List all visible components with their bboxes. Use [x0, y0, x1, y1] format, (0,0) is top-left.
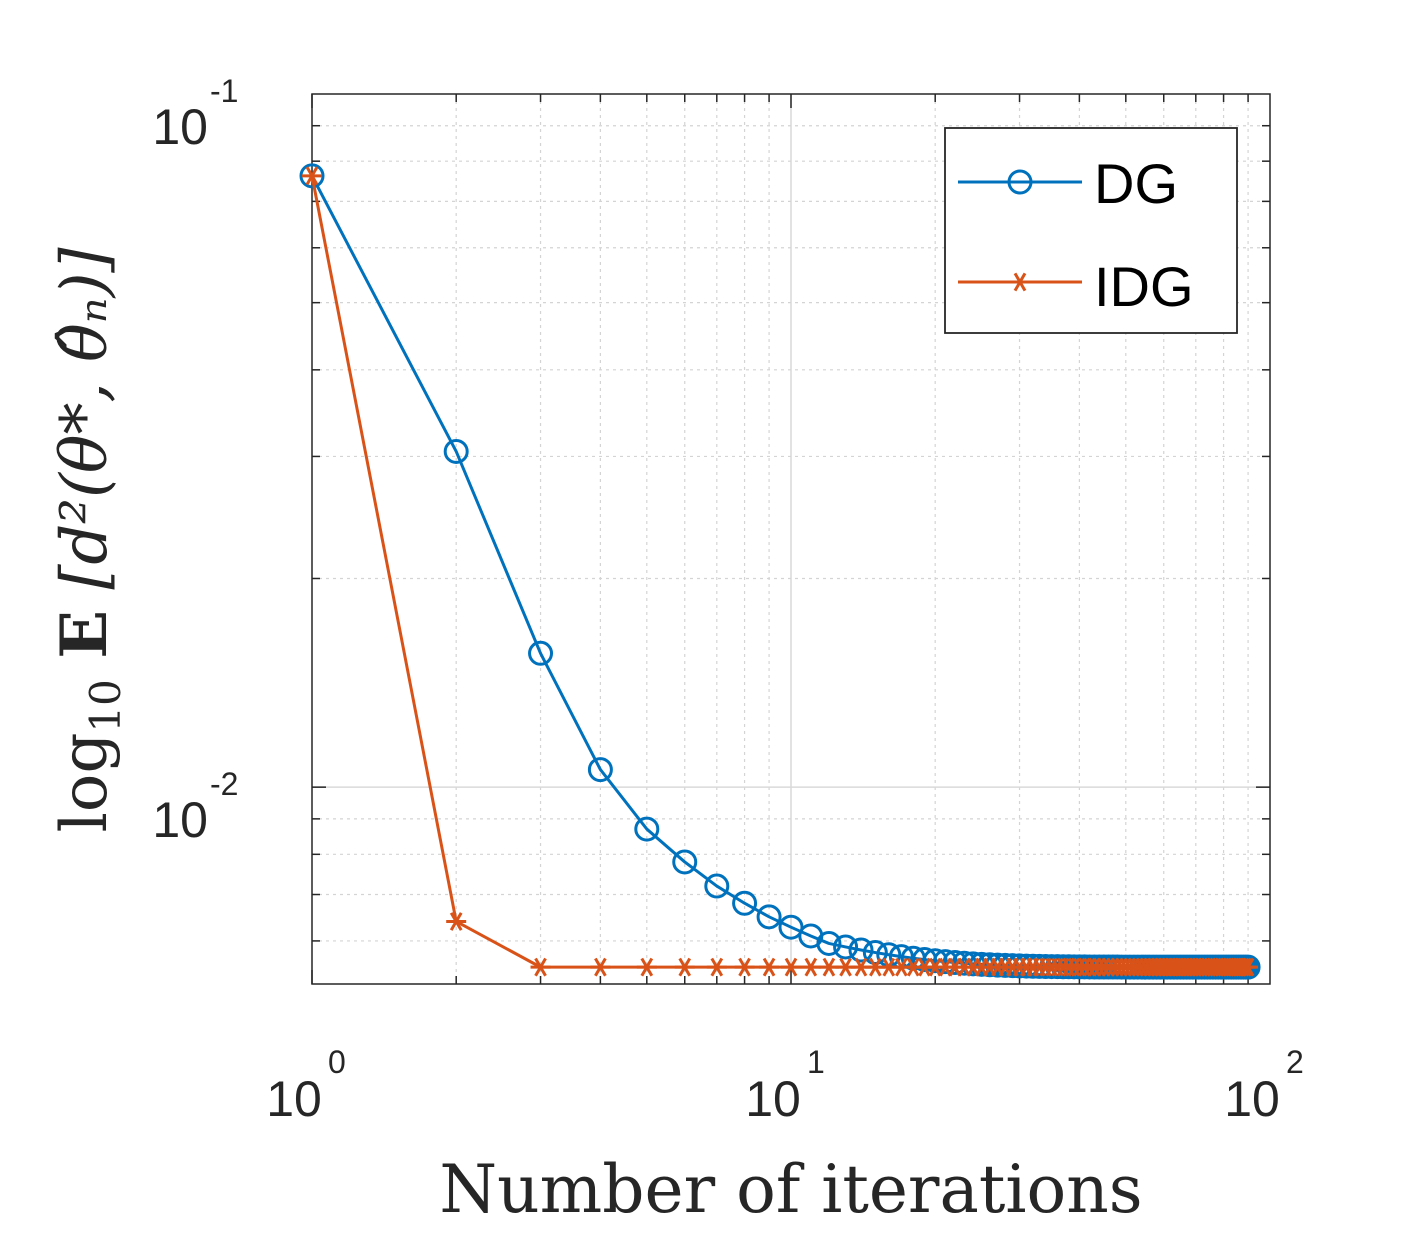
y-axis-expression: [d²(θ*, θ̂ₙ)] — [48, 246, 122, 589]
legend: DG IDG — [944, 127, 1238, 334]
data-point-idg — [636, 957, 657, 977]
legend-marker-idg — [1010, 272, 1030, 292]
data-point-idg — [590, 957, 611, 977]
data-point-dg — [848, 937, 874, 963]
data-point-dg — [299, 163, 325, 189]
y-axis-log-prefix: log — [48, 733, 122, 833]
data-point-dg — [634, 816, 660, 842]
data-point-dg — [732, 890, 758, 916]
data-point-idg — [734, 957, 755, 977]
x-tick-exponent: 1 — [807, 1044, 825, 1080]
x-tick-exponent: 2 — [1286, 1044, 1304, 1080]
x-tick-exponent: 0 — [328, 1044, 346, 1080]
y-axis-log-subscript: 10 — [81, 679, 130, 732]
y-tick-labels: 10-210-1 — [152, 73, 238, 848]
data-point-dg — [443, 438, 469, 464]
y-tick-label: 10 — [152, 99, 208, 155]
data-point-dg — [587, 757, 613, 783]
data-point-idg — [674, 957, 695, 977]
data-point-idg — [800, 957, 821, 977]
data-point-dg — [932, 949, 958, 975]
y-tick-exponent: -2 — [210, 766, 238, 802]
legend-label-idg: IDG — [1094, 255, 1194, 318]
data-point-dg — [922, 948, 948, 974]
legend-box — [944, 127, 1238, 334]
y-tick-exponent: -1 — [210, 73, 238, 109]
legend-star-glyph — [1010, 272, 1030, 292]
y-axis-title: log10 E [d²(θ*, θ̂ₙ)] — [47, 246, 130, 832]
data-point-dg — [833, 934, 859, 960]
data-point-dg — [756, 904, 782, 930]
data-point-idg — [759, 957, 780, 977]
legend-marker-dg — [1007, 169, 1033, 195]
data-point-idg — [530, 957, 551, 977]
x-axis-title: Number of iterations — [439, 1151, 1142, 1228]
legend-label-dg: DG — [1094, 152, 1178, 215]
x-tick-label: 10 — [266, 1071, 322, 1127]
data-point-idg — [1238, 957, 1259, 977]
data-point-idg — [706, 957, 727, 977]
series-layer — [299, 163, 1261, 980]
data-point-idg — [781, 957, 801, 977]
data-point-dg — [704, 873, 730, 899]
y-axis-expectation: E — [47, 610, 122, 659]
data-point-dg — [672, 849, 698, 875]
x-tick-label: 10 — [1224, 1071, 1280, 1127]
data-point-dg — [816, 930, 842, 956]
series-markers-idg — [302, 166, 1259, 977]
y-tick-label: 10 — [152, 792, 208, 848]
axis-ticks — [311, 94, 1270, 984]
data-point-idg — [302, 166, 322, 186]
x-tick-label: 10 — [745, 1071, 801, 1127]
svg-text:log10 E [d²(θ*, θ̂ₙ)]: log10 E [d²(θ*, θ̂ₙ)] — [47, 246, 130, 832]
data-point-dg — [528, 640, 554, 666]
data-point-dg — [862, 940, 888, 966]
data-point-idg — [446, 912, 467, 931]
